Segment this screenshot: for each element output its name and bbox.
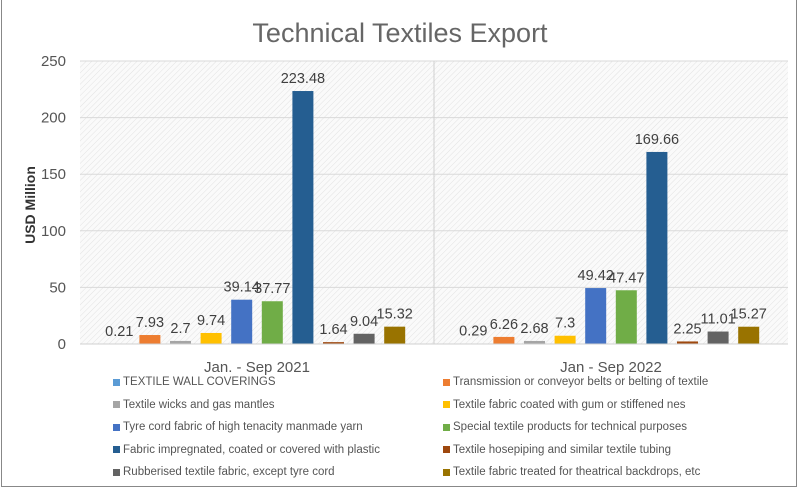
legend-label: Textile wicks and gas mantles [123,398,275,411]
data-label: 0.29 [459,324,487,340]
data-label: 39.14 [224,280,260,296]
data-label: 0.21 [105,324,133,340]
data-label: 7.93 [136,315,164,331]
y-tick-label: 250 [41,53,66,70]
legend-item: Textile wicks and gas mantles [113,399,274,411]
bar [493,336,515,344]
data-label: 9.74 [197,313,225,329]
x-tick-label: Jan - Sep 2022 [560,359,662,376]
data-label: 9.04 [350,314,378,330]
legend-label: Transmission or conveyor belts or beltin… [453,376,709,388]
legend-item: Textile fabric treated for theatrical ba… [443,466,700,478]
y-tick-label: 0 [58,336,66,353]
data-label: 6.26 [490,317,518,333]
legend-swatch [443,446,450,453]
data-label: 2.25 [673,321,701,337]
legend-swatch [113,401,120,408]
legend-swatch [113,446,120,453]
legend-item: Textile fabric coated with gum or stiffe… [443,399,685,411]
data-label: 169.66 [635,132,679,148]
data-label: 2.7 [170,321,190,337]
legend-swatch [113,378,120,386]
legend-item: Tyre cord fabric of high tenacity manmad… [113,421,363,433]
bar [353,333,375,344]
data-label: 11.01 [700,312,735,328]
legend-swatch [443,378,450,386]
legend-swatch [443,468,450,476]
bar [554,335,576,344]
bar [646,151,668,344]
x-tick-label: Jan. - Sep 2021 [204,359,310,376]
data-label: 1.64 [319,322,347,338]
bar [170,340,191,344]
data-label: 47.47 [608,270,644,286]
bar [292,91,314,345]
legend-swatch [443,423,450,431]
legend-label: Textile fabric coated with gum or stiffe… [453,398,686,411]
y-axis-label: USD Million [22,166,38,244]
data-label: 7.3 [555,316,575,332]
legend-item: TEXTILE WALL COVERINGS [113,376,276,388]
legend-swatch [113,468,120,476]
legend-label: Textile fabric treated for theatrical ba… [453,466,701,478]
legend-label: TEXTILE WALL COVERINGS [123,376,276,388]
legend-item: Special textile products for technical p… [443,421,687,433]
bar [615,290,637,344]
bar [707,331,729,344]
legend-label: Tyre cord fabric of high tenacity manmad… [123,421,363,433]
data-label: 223.48 [281,71,325,87]
y-tick-label: 100 [41,223,66,240]
bar [323,342,344,344]
legend-swatch [113,423,120,431]
data-label: 15.32 [377,307,413,323]
legend-item: Rubberised textile fabric, except tyre c… [113,466,335,478]
legend-label: Special textile products for technical p… [453,421,687,433]
data-label: 15.27 [731,307,767,323]
bar [524,340,545,344]
bar [738,326,760,344]
legend-label: Fabric impregnated, coated or covered wi… [123,443,380,456]
legend-swatch [443,401,450,408]
legend-label: Textile hosepiping and similar textile t… [453,443,671,456]
y-tick-label: 50 [49,279,66,296]
legend-item: Fabric impregnated, coated or covered wi… [113,444,380,456]
y-tick-label: 200 [41,110,66,127]
bar [677,341,698,344]
legend-item: Transmission or conveyor belts or beltin… [443,376,708,388]
legend-label: Rubberised textile fabric, except tyre c… [123,466,335,478]
bar [261,301,283,344]
data-label: 37.77 [254,281,290,297]
chart-title: Technical Textiles Export [252,18,548,48]
bar [231,299,253,344]
bar [139,335,161,344]
data-label: 2.68 [520,321,548,337]
bar [384,326,406,344]
bar [585,288,607,344]
bar [200,332,222,344]
legend-item: Textile hosepiping and similar textile t… [443,444,671,456]
data-label: 49.42 [578,268,614,284]
y-tick-label: 150 [41,166,66,183]
